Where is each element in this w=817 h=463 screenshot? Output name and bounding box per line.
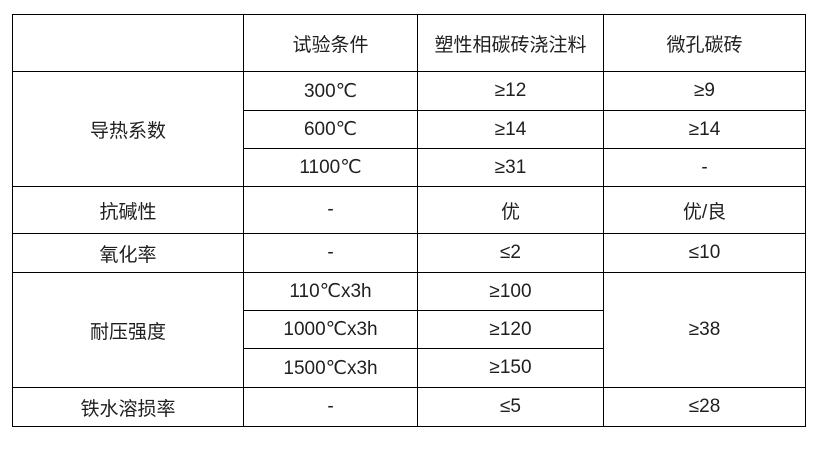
cell-compressive-110-castable: ≥100 — [417, 272, 604, 311]
header-empty-cell — [12, 14, 244, 72]
cell-compressive-1000-castable: ≥120 — [417, 310, 604, 349]
cell-alkali-brick: 优/良 — [603, 186, 806, 234]
row-thermal-1100: 1100℃ ≥31 - — [13, 148, 806, 187]
cell-thermal-300-castable: ≥12 — [417, 71, 604, 111]
label-alkali-resistance: 抗碱性 — [12, 186, 244, 234]
cell-alkali-condition: - — [243, 186, 418, 234]
cell-thermal-600-condition: 600℃ — [243, 110, 418, 149]
header-row: 试验条件 塑性相碳砖浇注料 微孔碳砖 — [12, 14, 806, 72]
row-compressive-110: 耐压强度 110℃x3h ≥100 ≥38 — [12, 272, 806, 388]
row-iron-loss: 铁水溶损率 - ≤5 ≤28 — [12, 387, 806, 427]
cell-thermal-600-castable: ≥14 — [417, 110, 604, 149]
header-microporous-carbon-brick: 微孔碳砖 — [603, 14, 806, 72]
row-compressive-1500: 1500℃x3h ≥150 — [13, 348, 806, 388]
cell-thermal-300-condition: 300℃ — [243, 71, 418, 111]
cell-iron-loss-castable: ≤5 — [417, 387, 604, 427]
row-compressive-1000: 1000℃x3h ≥120 — [13, 310, 806, 349]
group-label-compressive-strength: 耐压强度 — [12, 272, 244, 388]
cell-thermal-1100-brick: - — [603, 148, 806, 187]
row-thermal-300: 导热系数 300℃ ≥12 ≥9 — [12, 71, 806, 187]
row-alkali-resistance: 抗碱性 - 优 优/良 — [12, 186, 806, 234]
cell-thermal-1100-condition: 1100℃ — [243, 148, 418, 187]
cell-compressive-110-condition: 110℃x3h — [243, 272, 418, 311]
cell-oxidation-condition: - — [243, 233, 418, 273]
header-test-condition: 试验条件 — [243, 14, 418, 72]
cell-compressive-1500-condition: 1500℃x3h — [243, 348, 418, 388]
header-plastic-phase-castable: 塑性相碳砖浇注料 — [417, 14, 604, 72]
cell-thermal-300-brick: ≥9 — [603, 71, 806, 111]
cell-oxidation-castable: ≤2 — [417, 233, 604, 273]
cell-iron-loss-condition: - — [243, 387, 418, 427]
cell-oxidation-brick: ≤10 — [603, 233, 806, 273]
cell-thermal-1100-castable: ≥31 — [417, 148, 604, 187]
cell-alkali-castable: 优 — [417, 186, 604, 234]
row-thermal-600: 600℃ ≥14 ≥14 — [13, 110, 806, 149]
group-label-thermal-conductivity: 导热系数 — [12, 71, 244, 187]
cell-iron-loss-brick: ≤28 — [603, 387, 806, 427]
label-oxidation-rate: 氧化率 — [12, 233, 244, 273]
cell-thermal-600-brick: ≥14 — [603, 110, 806, 149]
cell-compressive-brick-merged: ≥38 — [603, 272, 806, 388]
cell-compressive-1000-condition: 1000℃x3h — [243, 310, 418, 349]
cell-compressive-1500-castable: ≥150 — [417, 348, 604, 388]
spec-table: 试验条件 塑性相碳砖浇注料 微孔碳砖 导热系数 300℃ ≥12 ≥9 600℃… — [12, 14, 806, 427]
row-oxidation-rate: 氧化率 - ≤2 ≤10 — [12, 233, 806, 273]
label-iron-loss-rate: 铁水溶损率 — [12, 387, 244, 427]
